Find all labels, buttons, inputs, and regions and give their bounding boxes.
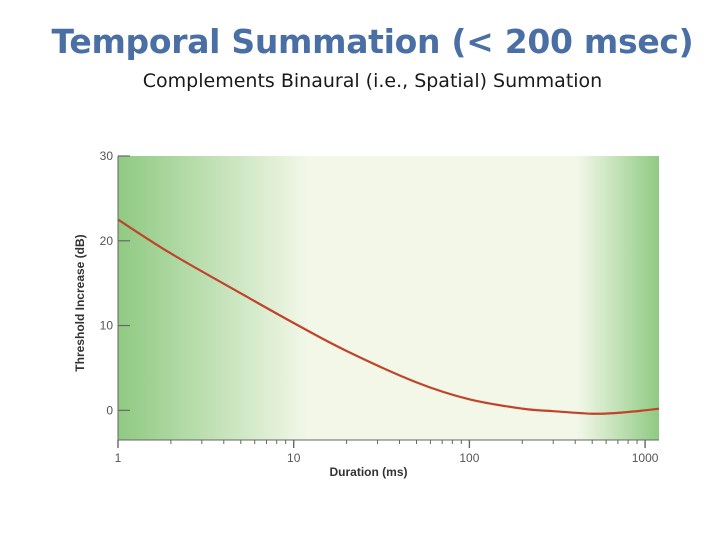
slide-subtitle: Complements Binaural (i.e., Spatial) Sum… — [142, 70, 603, 92]
x-axis: 1 10 100 1000 — [115, 439, 659, 465]
plot-area — [118, 156, 659, 440]
y-tick-label: 20 — [100, 234, 114, 248]
slide-title: Temporal Summation (< 200 msec) — [51, 22, 694, 61]
y-axis-title: Threshold Increase (dB) — [73, 234, 87, 371]
x-tick-label: 100 — [459, 451, 479, 465]
x-axis-title: Duration (ms) — [330, 465, 408, 479]
y-tick-label: 0 — [106, 403, 113, 417]
x-tick-label: 1000 — [632, 451, 659, 465]
y-axis: 0 10 20 30 — [100, 149, 130, 440]
y-tick-label: 10 — [100, 319, 114, 333]
x-tick-label: 1 — [115, 451, 122, 465]
x-tick-label: 10 — [287, 451, 301, 465]
threshold-curve — [117, 218, 660, 415]
y-tick-label: 30 — [100, 149, 114, 163]
